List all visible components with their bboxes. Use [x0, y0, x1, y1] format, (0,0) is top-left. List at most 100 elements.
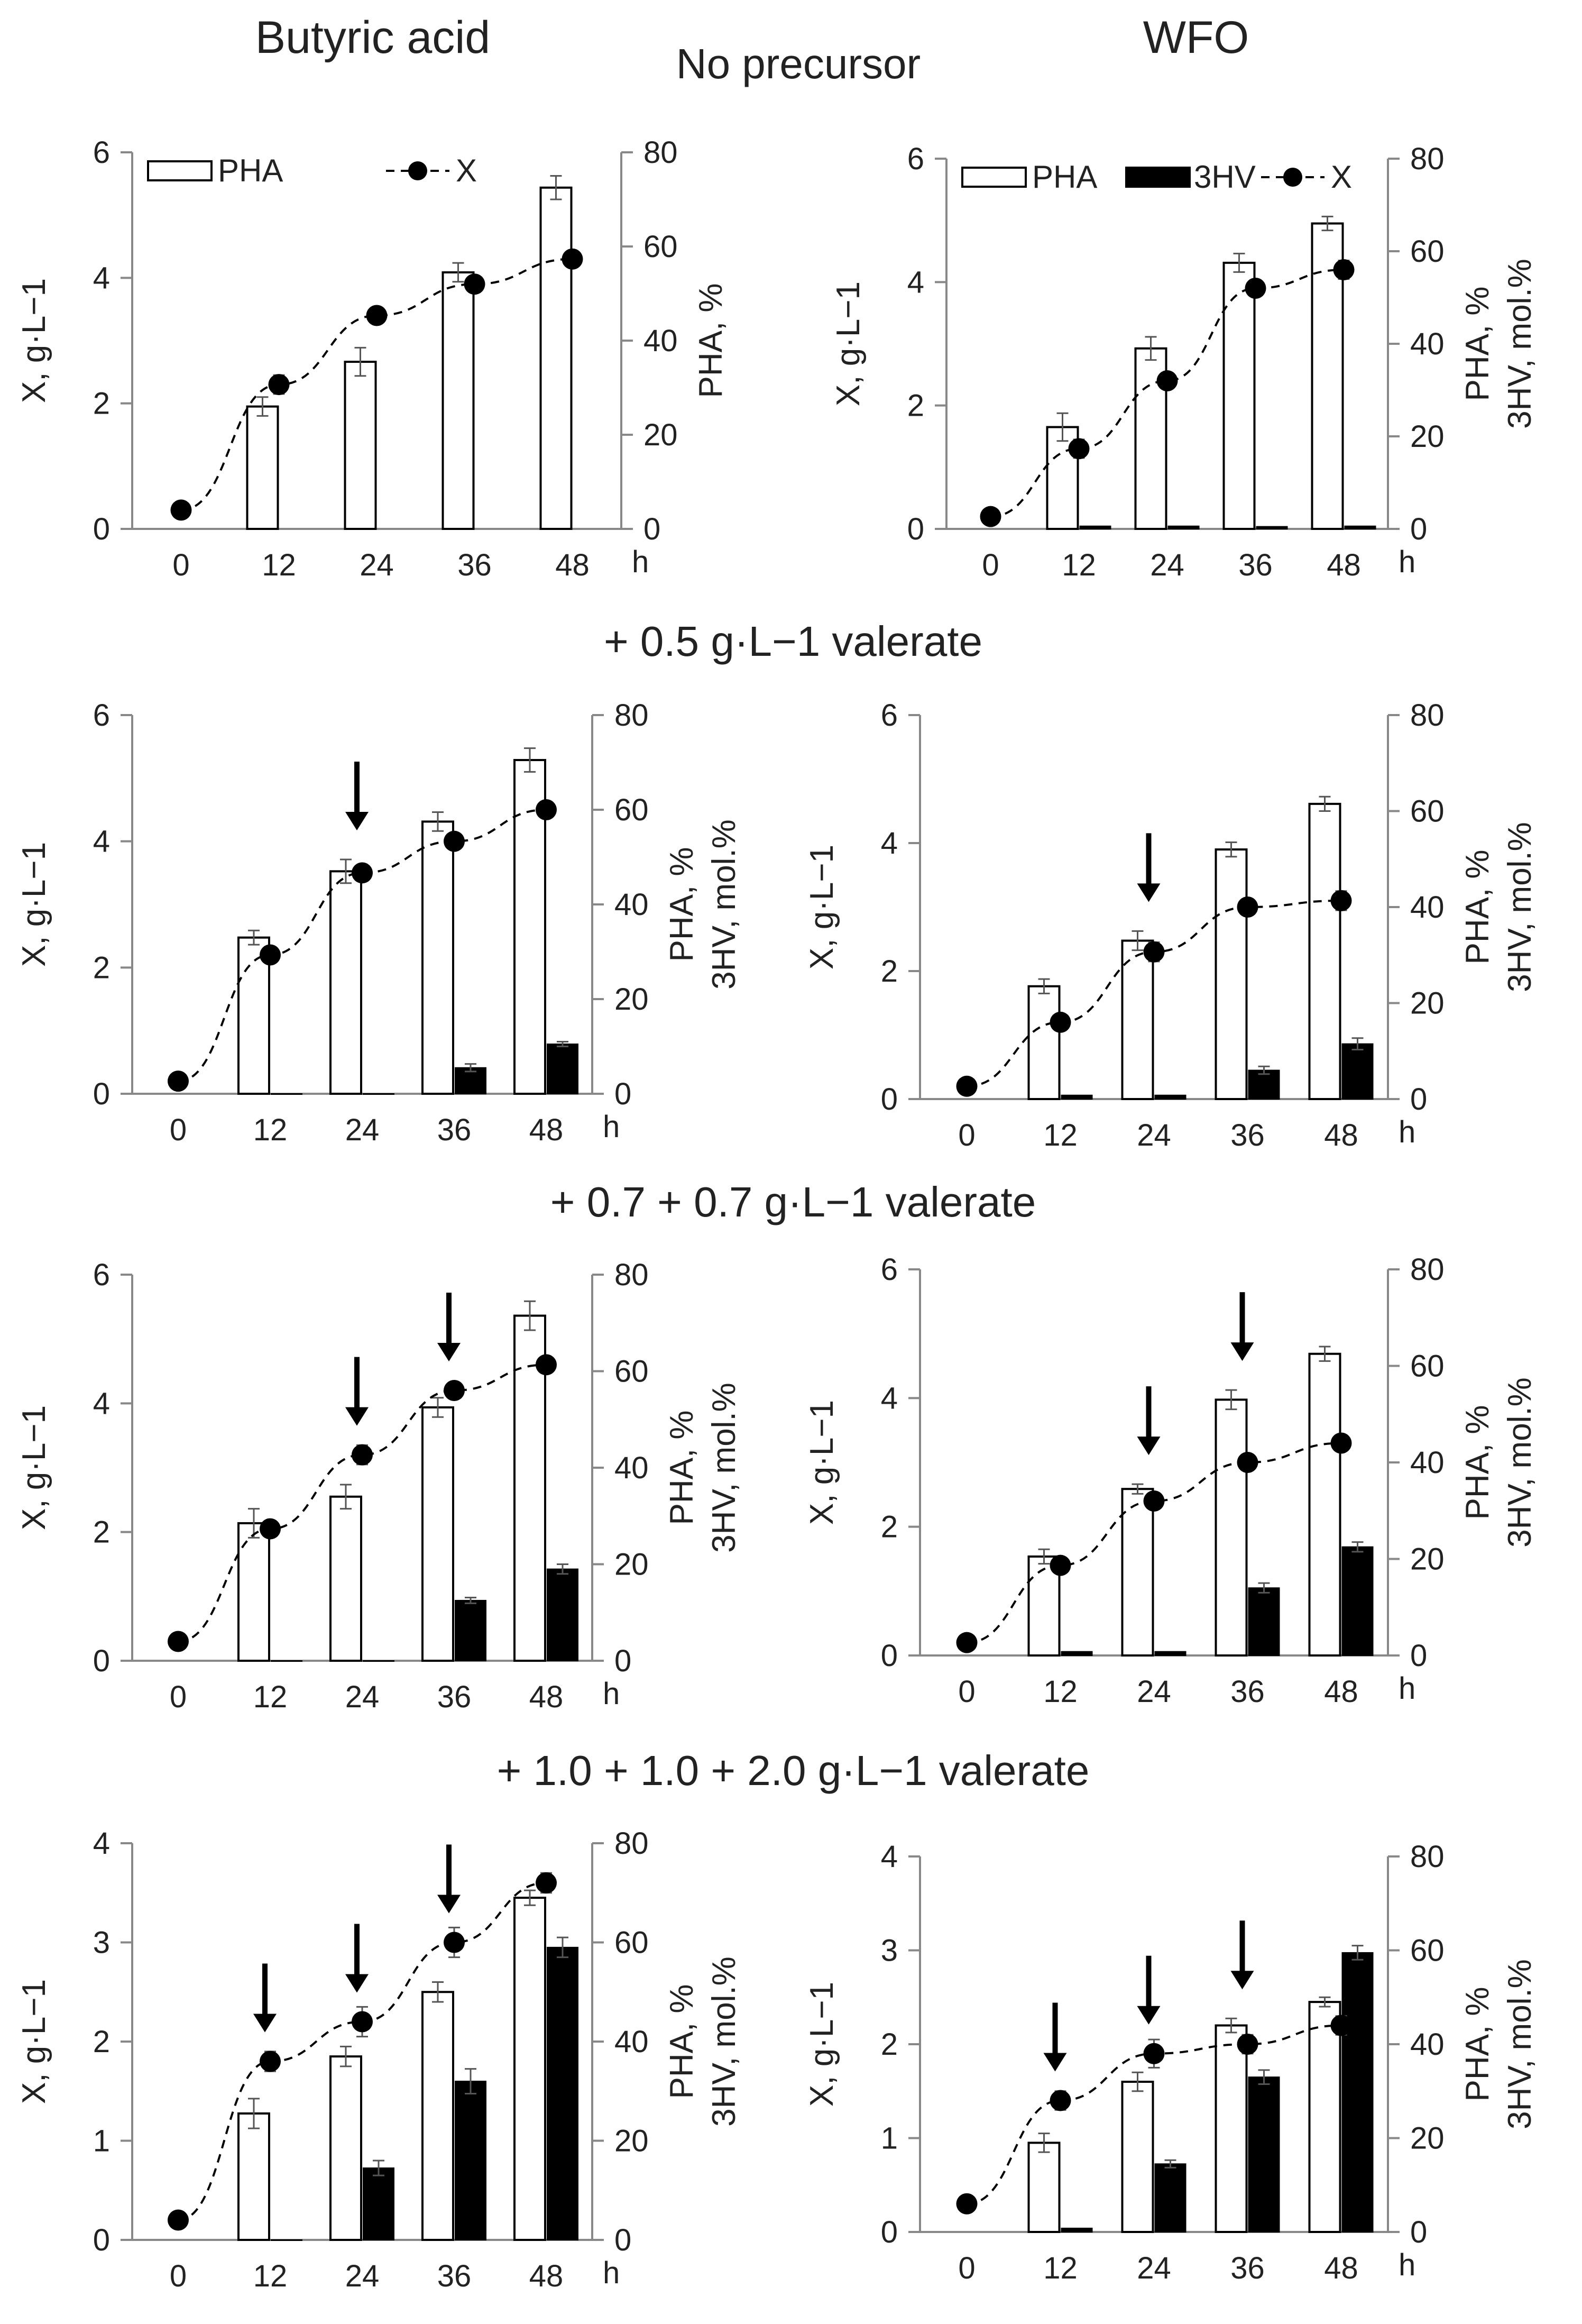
right-axis-tick-label: 0 [614, 2223, 631, 2257]
legend-pha-label: PHA [1032, 159, 1097, 195]
x-tick-label: 36 [437, 2259, 472, 2293]
addition-arrow-head [1230, 1971, 1254, 1990]
pha-bar [344, 361, 377, 530]
left-axis-tick-label: 6 [907, 142, 924, 176]
pha-bar [329, 1495, 362, 1662]
right-axis-tick-label: 80 [1410, 1252, 1445, 1287]
legend-x-swatch-point [1283, 168, 1302, 187]
right-axis-tick-label: 0 [1410, 2215, 1427, 2249]
pha-bar [513, 1897, 546, 2241]
x-series-point [352, 2011, 373, 2033]
left-axis-tick-label: 0 [881, 1639, 898, 1673]
left-axis-tick-label: 6 [93, 135, 110, 170]
hv-bar [1248, 1587, 1280, 1656]
hv-bar [1061, 1651, 1093, 1656]
x-series-point [1143, 941, 1165, 963]
addition-arrow-head [1137, 883, 1161, 902]
x-tick-label: 48 [529, 1680, 564, 1714]
section-title-1.0-1.0-2.0-valerate: + 1.0 + 1.0 + 2.0 g·L−1 valerate [497, 1747, 1090, 1794]
left-axis-tick-label: 4 [93, 261, 110, 295]
left-axis-label: X, g·L−1 [804, 1400, 840, 1525]
row-title-no-precursor: No precursor [676, 40, 921, 87]
legend-hv-label: 3HV [1194, 159, 1256, 195]
right-axis-label: PHA, % [1459, 1405, 1496, 1520]
pha-bar [1308, 1352, 1341, 1657]
left-axis-tick-label: 4 [881, 1840, 898, 1874]
right-axis-tick-label: 0 [1410, 512, 1427, 546]
left-axis-tick-label: 4 [93, 1826, 110, 1861]
right-axis-label: 3HV, mol.% [706, 1956, 742, 2127]
left-axis-tick-label: 6 [881, 1252, 898, 1287]
left-axis-label: X, g·L−1 [830, 281, 867, 406]
right-axis-tick-label: 80 [1410, 142, 1445, 176]
right-axis-label: 3HV, mol.% [1502, 259, 1538, 429]
x-unit-label: h [603, 2256, 620, 2290]
right-axis-tick-label: 60 [614, 793, 649, 827]
x-unit-label: h [1399, 2248, 1415, 2282]
x-tick-label: 12 [262, 548, 296, 582]
x-series-point [1237, 896, 1258, 918]
right-axis-label: 3HV, mol.% [1502, 1377, 1538, 1548]
addition-arrow-head [253, 2014, 277, 2033]
right-axis-tick-label: 80 [1410, 698, 1445, 733]
x-series-point [352, 1444, 373, 1466]
x-tick-label: 48 [529, 2259, 564, 2293]
right-axis-label: PHA, % [1459, 849, 1496, 964]
left-axis-tick-label: 0 [93, 512, 110, 546]
x-series-point [444, 830, 465, 852]
right-axis-tick-label: 80 [614, 1258, 649, 1292]
left-axis-label: X, g·L−1 [804, 845, 840, 969]
x-series-point [1068, 438, 1090, 460]
right-axis-tick-label: 60 [1410, 1934, 1445, 1968]
hv-bar [547, 1946, 578, 2240]
legend-pha-swatch [961, 167, 1027, 188]
left-axis-tick-label: 2 [907, 389, 924, 423]
x-tick-label: 48 [555, 548, 590, 582]
pha-bar [442, 271, 475, 530]
left-axis-tick-label: 4 [907, 265, 924, 299]
x-series-point [1330, 890, 1352, 911]
left-axis-tick-label: 0 [93, 1644, 110, 1678]
x-tick-label: 12 [1043, 2251, 1078, 2285]
x-series-point [1333, 259, 1355, 280]
pha-bar [1222, 261, 1256, 530]
right-axis-tick-label: 60 [1410, 234, 1445, 269]
x-tick-label: 0 [170, 1113, 187, 1147]
hv-bar [1061, 1094, 1093, 1100]
x-tick-label: 0 [958, 1675, 975, 1709]
x-series-point [980, 506, 1001, 527]
x-series-point [1050, 2090, 1071, 2111]
addition-arrow-head [345, 1407, 369, 1426]
right-axis-tick-label: 60 [643, 230, 678, 264]
left-axis-tick-label: 0 [93, 2223, 110, 2257]
pha-bar [246, 405, 279, 530]
x-series-point [464, 273, 485, 295]
pha-bar [1027, 985, 1061, 1101]
x-tick-label: 36 [1238, 548, 1273, 582]
x-series-point [956, 1632, 978, 1653]
right-axis-tick-label: 20 [614, 2124, 649, 2158]
x-tick-label: 36 [1230, 2251, 1265, 2285]
section-title-0.5-valerate: + 0.5 g·L−1 valerate [604, 618, 982, 665]
pha-bar [237, 936, 270, 1095]
x-tick-label: 36 [1230, 1118, 1265, 1152]
right-axis-tick-label: 20 [1410, 1542, 1445, 1577]
left-axis-tick-label: 0 [907, 512, 924, 546]
right-axis-tick-label: 80 [614, 1826, 649, 1861]
right-axis-tick-label: 80 [643, 135, 678, 170]
pha-bar [421, 1406, 454, 1662]
x-series-point [260, 944, 281, 966]
right-axis-tick-label: 0 [614, 1644, 631, 1678]
hv-bar [1341, 1952, 1374, 2232]
x-tick-label: 24 [345, 1113, 380, 1147]
hv-bar [1344, 525, 1376, 529]
addition-arrow-head [345, 1974, 369, 1993]
right-axis-tick-label: 20 [1410, 2121, 1445, 2156]
right-axis-tick-label: 40 [614, 2025, 649, 2059]
hv-bar [455, 2081, 486, 2240]
